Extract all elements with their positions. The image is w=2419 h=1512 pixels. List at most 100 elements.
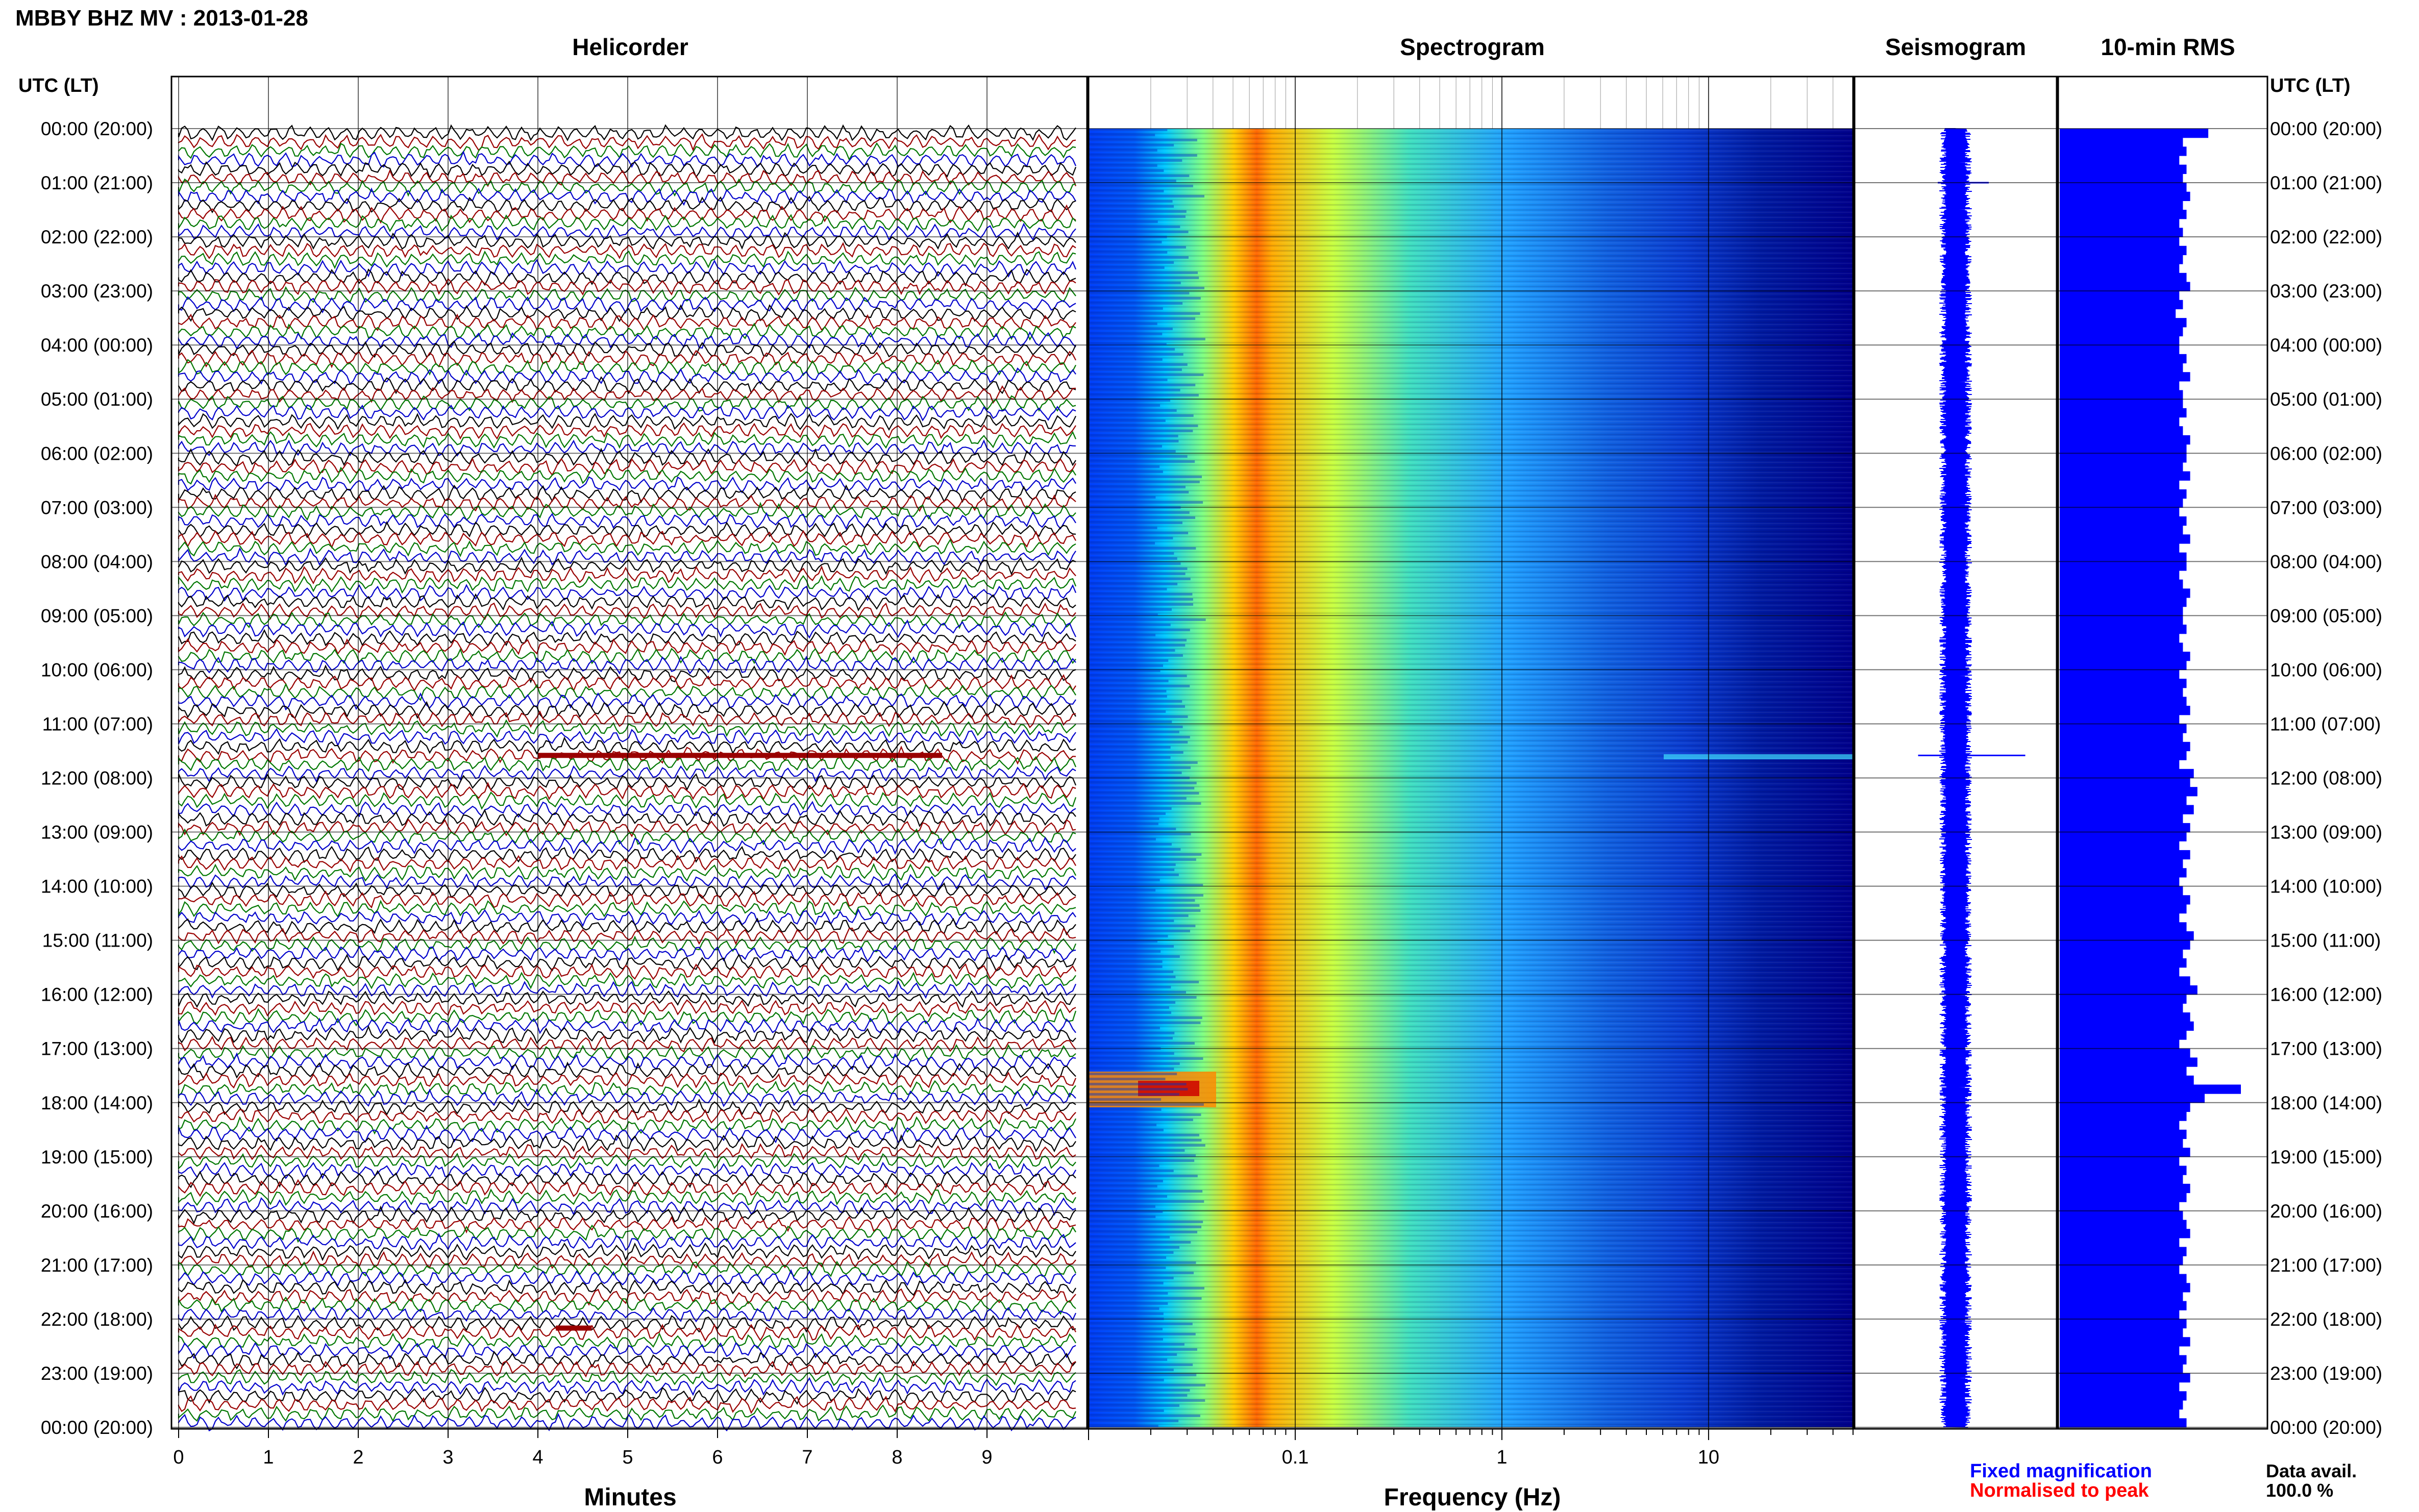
- spectrogram-row-band: [1089, 807, 1172, 810]
- time-label-left: 07:00 (03:00): [41, 497, 153, 518]
- spectrogram-row-band: [1089, 1282, 1164, 1284]
- helicorder-trace: [178, 493, 1076, 512]
- helicorder-trace: [178, 1360, 1076, 1378]
- rms-bar: [2060, 642, 2183, 652]
- rms-bar: [2060, 462, 2183, 472]
- spectrogram-row-band: [1089, 772, 1182, 774]
- helicorder-trace: [178, 124, 1076, 142]
- time-label-left: 02:00 (22:00): [41, 227, 153, 247]
- spectrogram-row-band: [1089, 1124, 1157, 1126]
- helicorder-trace: [178, 268, 1076, 287]
- helicorder-trace: [178, 1323, 1076, 1342]
- rms-bar: [2060, 697, 2187, 706]
- spectrogram-row-band: [1089, 516, 1196, 519]
- rms-bar: [2060, 146, 2187, 156]
- rms-bar: [2060, 336, 2180, 345]
- time-label-right: 10:00 (06:00): [2270, 659, 2382, 680]
- data-availability-label: Data avail.: [2266, 1460, 2357, 1481]
- helicorder-trace: [178, 918, 1076, 936]
- spectrogram-event-core: [1138, 1081, 1199, 1096]
- rms-title: 10-min RMS: [2101, 34, 2235, 60]
- spectrogram-row-band: [1089, 1037, 1173, 1039]
- helicorder-x-tick-label: 3: [442, 1447, 453, 1468]
- helicorder-frame: [170, 76, 1088, 1430]
- helicorder-trace: [178, 1088, 1076, 1107]
- spectrogram-x-tick-label: 1: [1496, 1447, 1507, 1468]
- spectrogram-row-band: [1089, 440, 1179, 442]
- spectrogram-row-band: [1089, 894, 1203, 897]
- helicorder-trace: [178, 1242, 1076, 1261]
- spectrogram-row-band: [1089, 419, 1166, 422]
- rms-bar: [2060, 164, 2187, 174]
- spectrogram-row-band: [1089, 925, 1196, 927]
- helicorder-trace: [178, 1108, 1076, 1125]
- helicorder-trace: [178, 1017, 1076, 1034]
- time-label-left: 16:00 (12:00): [41, 984, 153, 1005]
- rms-bar: [2060, 1003, 2183, 1013]
- spectrogram-row-band: [1089, 231, 1189, 233]
- helicorder-trace: [178, 1197, 1076, 1216]
- spectrogram-row-band: [1089, 343, 1167, 345]
- spectrogram-row-band: [1089, 598, 1193, 601]
- rms-bar: [2060, 1094, 2205, 1103]
- spectrogram-row-band: [1089, 1399, 1205, 1402]
- rms-bar: [2060, 1048, 2190, 1058]
- helicorder-trace: [178, 873, 1076, 890]
- spectrogram-row-band: [1089, 1302, 1168, 1305]
- rms-bar: [2060, 390, 2183, 400]
- rms-bar: [2060, 129, 2209, 138]
- spectrogram-row-band: [1089, 552, 1174, 555]
- helicorder-trace: [178, 980, 1077, 999]
- helicorder-trace: [178, 1412, 1076, 1432]
- rms-bar: [2060, 1283, 2190, 1293]
- spectrogram-row-band: [1089, 445, 1162, 448]
- rms-bar: [2060, 1265, 2180, 1275]
- spectrogram-title: Spectrogram: [1400, 34, 1545, 60]
- rms-bar: [2060, 1310, 2180, 1320]
- rms-bar: [2060, 733, 2183, 742]
- spectrogram-row-band: [1089, 761, 1198, 764]
- spectrogram-row-band: [1089, 1139, 1202, 1142]
- spectrogram-row-band: [1089, 465, 1160, 468]
- spectrogram-row-band: [1089, 1384, 1206, 1386]
- helicorder-trace: [178, 1260, 1076, 1278]
- spectrogram-row-band: [1089, 935, 1168, 937]
- spectrogram-row-band: [1089, 741, 1188, 743]
- rms-bar: [2060, 1292, 2183, 1302]
- helicorder-trace: [178, 746, 1076, 765]
- spectrogram-row-band: [1089, 317, 1196, 320]
- rms-bar: [2060, 417, 2180, 427]
- spectrogram-row-band: [1089, 363, 1188, 366]
- helicorder-trace: [178, 160, 1077, 179]
- helicorder-trace: [178, 765, 1076, 783]
- spectrogram-row-band: [1089, 1154, 1196, 1157]
- helicorder-trace: [178, 204, 1076, 224]
- helicorder-trace: [178, 1072, 1077, 1089]
- spectrogram-row-band: [1089, 578, 1191, 580]
- spectrogram-row-band: [1089, 960, 1163, 963]
- spectrogram-row-band: [1089, 583, 1178, 585]
- spectrogram-row-band: [1089, 185, 1193, 187]
- rms-bar: [2060, 760, 2180, 770]
- spectrogram-row-band: [1089, 266, 1165, 269]
- helicorder-trace: [178, 1296, 1076, 1315]
- spectrogram-row-band: [1089, 685, 1190, 687]
- spectrogram-row-band: [1089, 302, 1183, 305]
- rms-bar: [2060, 1193, 2187, 1202]
- spectrogram-row-band: [1089, 680, 1169, 682]
- normalised-to-peak-label: Normalised to peak: [1970, 1480, 2149, 1501]
- rms-bar: [2060, 877, 2180, 887]
- rms-bar: [2060, 1075, 2194, 1085]
- rms-bar: [2060, 525, 2183, 535]
- rms-bar: [2060, 264, 2180, 274]
- spectrogram-row-band: [1089, 1256, 1167, 1259]
- spectrogram-row-band: [1089, 159, 1182, 162]
- rms-bar: [2060, 741, 2190, 752]
- spectrogram-row-band: [1089, 476, 1202, 478]
- spectrogram-row-band: [1089, 1287, 1204, 1290]
- helicorder-x-tick-label: 0: [173, 1447, 184, 1468]
- data-availability-value: 100.0 %: [2266, 1480, 2333, 1501]
- spectrogram-row-band: [1089, 1119, 1193, 1121]
- spectrogram-row-band: [1089, 1277, 1174, 1279]
- rms-bar: [2060, 571, 2180, 580]
